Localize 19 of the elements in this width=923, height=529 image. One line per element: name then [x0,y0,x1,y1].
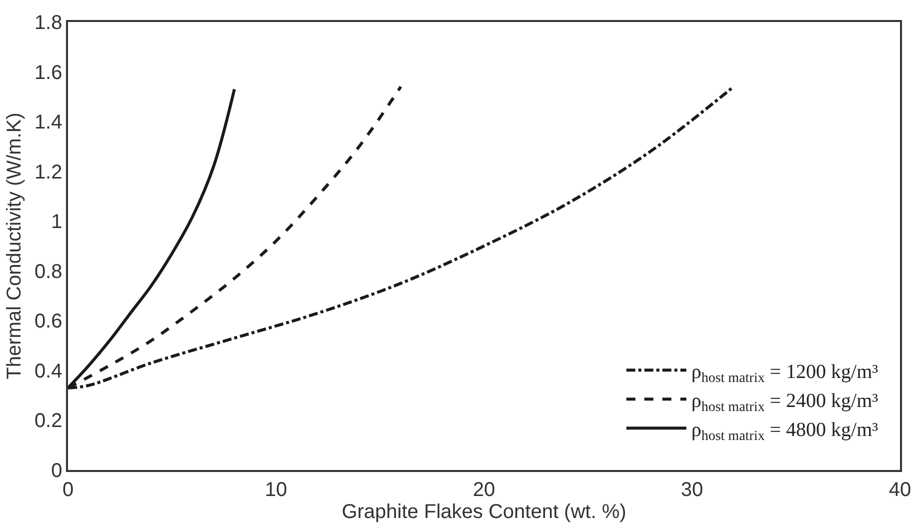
y-tick-label: 0 [51,460,62,482]
y-tick-label: 0.6 [34,310,62,333]
y-axis-title: Thermal Conductivity (W/m.K) [3,112,26,380]
x-tick-label: 40 [888,478,912,501]
y-tick-label: 1.4 [34,112,62,134]
y-tick-label: 0.4 [34,360,62,382]
x-tick-label: 20 [472,478,496,501]
legend-label: ρ$_{host matrix}$ = 1200 kg/m³ [691,360,878,386]
y-tick-label: 1.6 [34,62,62,84]
y-tick-label: 1.8 [34,12,62,34]
y-tick-label: 1.2 [34,161,62,184]
x-tick-label: 10 [264,478,288,501]
x-tick-label: 30 [680,478,704,501]
legend-label: ρ$_{host matrix}$ = 4800 kg/m³ [691,418,878,444]
y-tick-label: 0.2 [34,410,62,432]
y-tick-label: 0.8 [34,260,62,283]
y-tick-label: 1 [51,211,62,234]
legend-label: ρ$_{host matrix}$ = 2400 kg/m³ [691,390,878,416]
x-axis-title: Graphite Flakes Content (wt. %) [342,500,626,523]
